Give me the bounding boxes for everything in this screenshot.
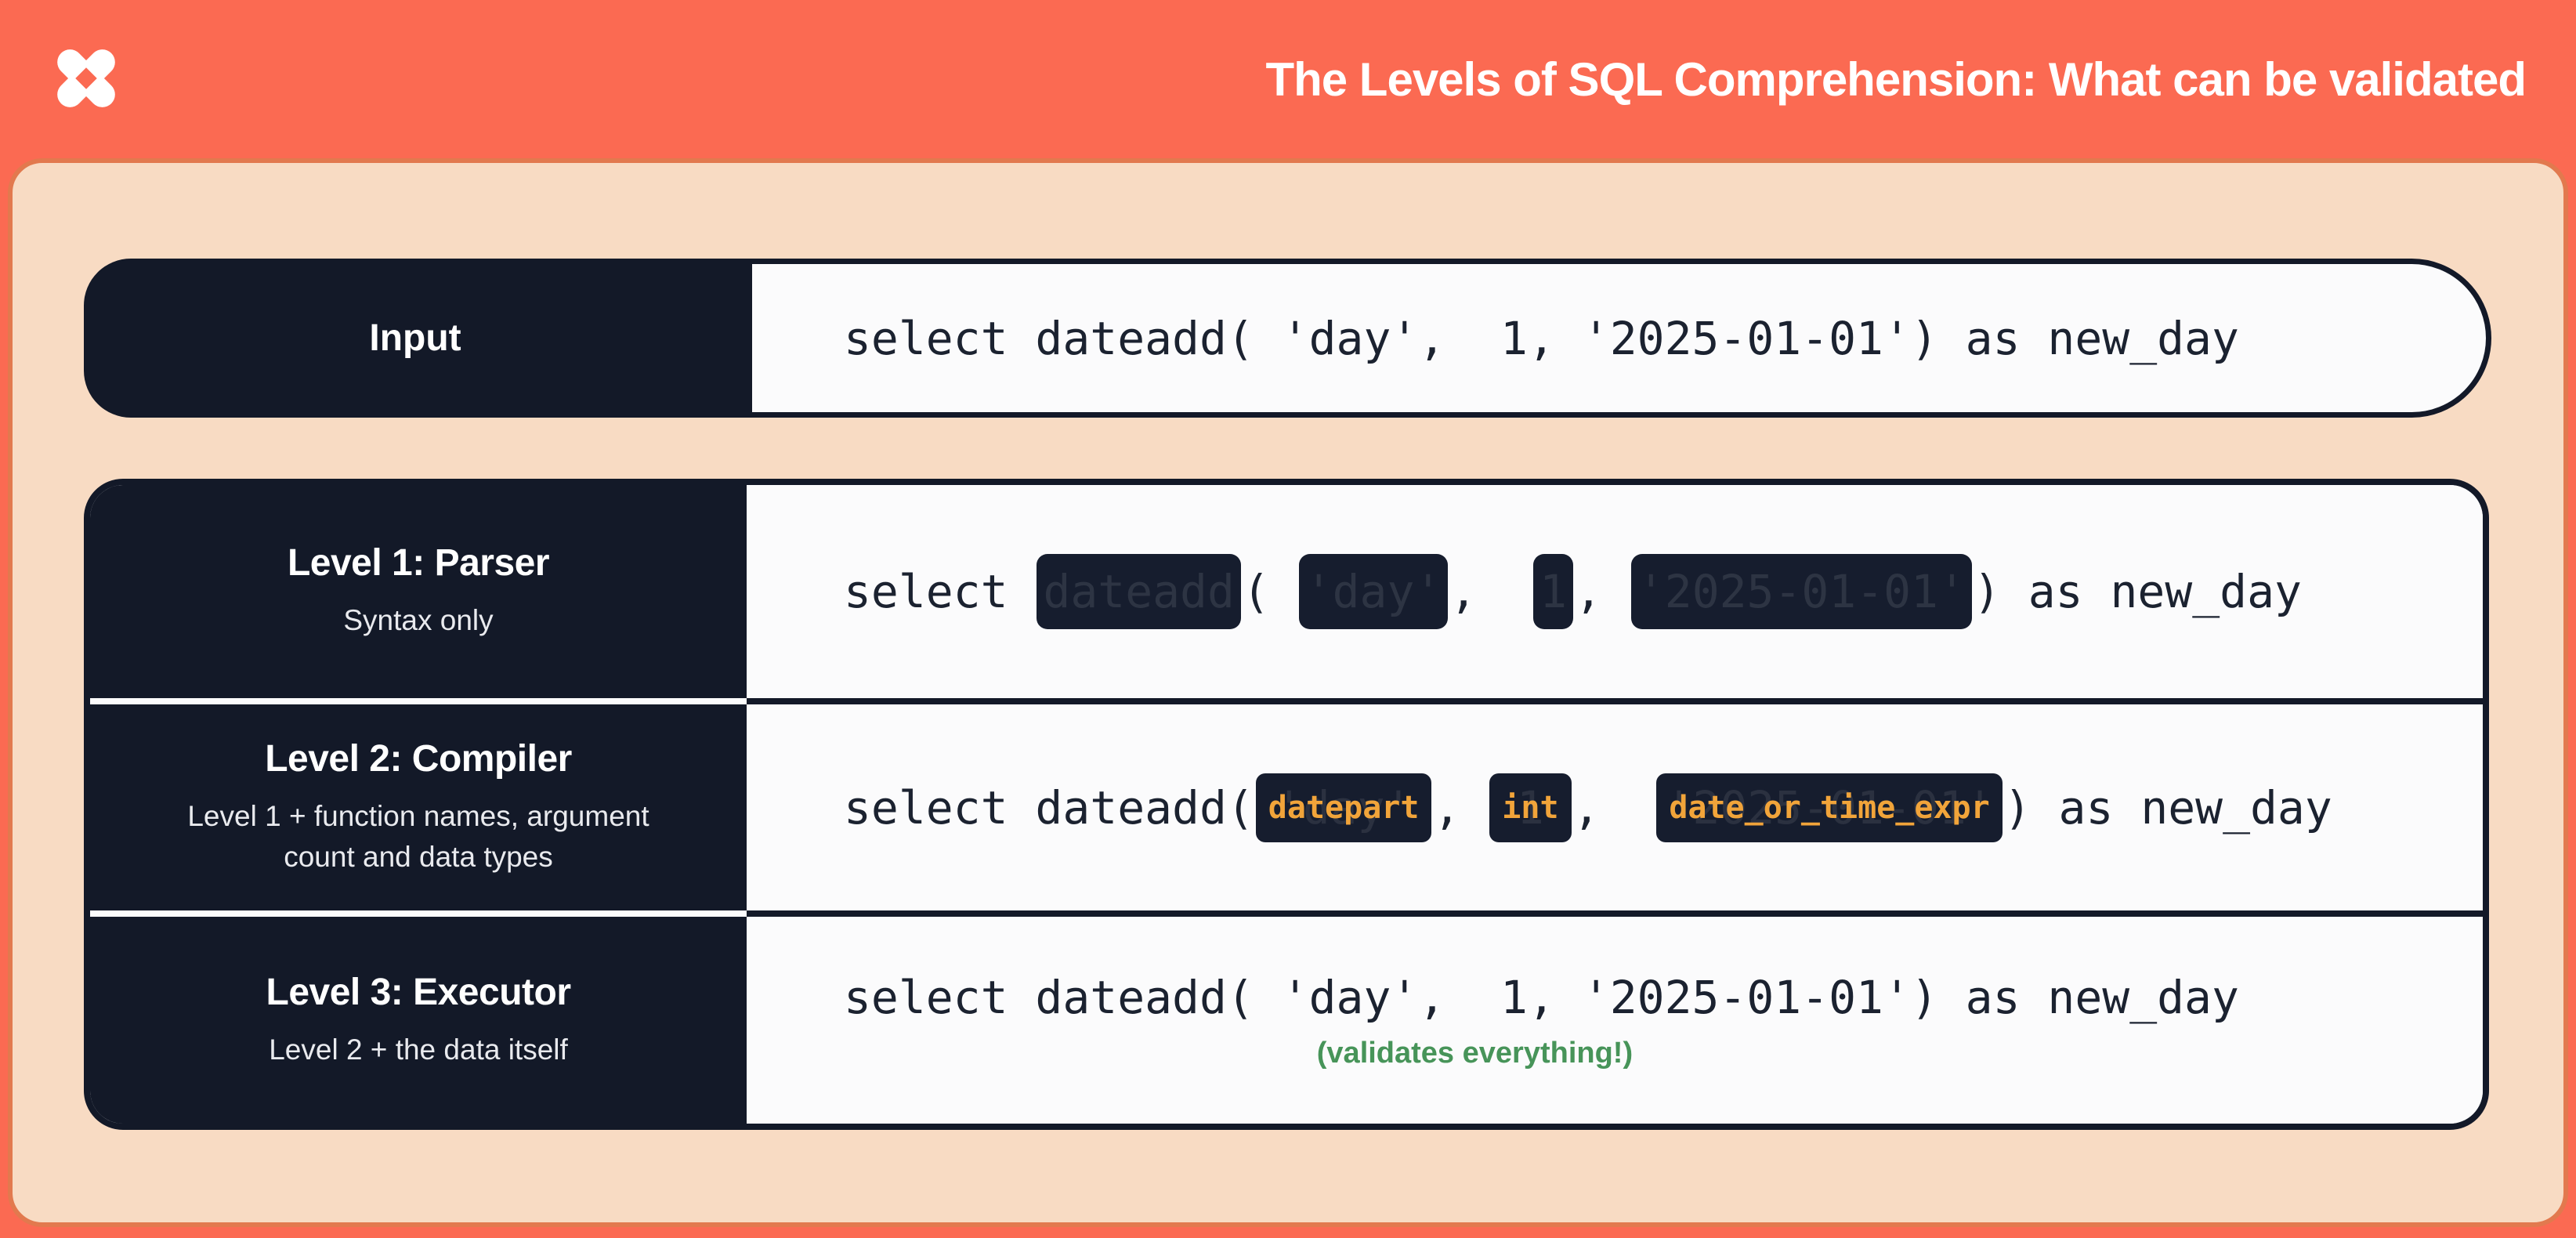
token-label: int: [1502, 789, 1559, 826]
ghost-text: dateadd: [1043, 564, 1235, 618]
code-text: ,: [1433, 780, 1489, 834]
row-label-cell: Level 1: Parser Syntax only: [90, 485, 747, 698]
ghost-text: 1: [1516, 780, 1544, 834]
level-title: Level 1: Parser: [287, 542, 550, 585]
ghost-text: '2025-01-01': [1637, 564, 1966, 618]
row-label-cell: Level 3: Executor Level 2 + the data its…: [90, 910, 747, 1124]
table-row-level-2: Level 2: Compiler Level 1 + function nam…: [90, 697, 2483, 911]
code-text: ) as new_day: [1973, 564, 2302, 618]
code-line-level-2: select dateadd('day' datepart, 1 int, '202…: [844, 773, 2332, 842]
dbt-logo-icon: [57, 49, 115, 107]
validation-note: (validates everything!): [1316, 1036, 1634, 1070]
redacted-token: 'day': [1298, 553, 1449, 629]
row-content-cell: select dateadd( 'day', 1, '2025-01-01') …: [747, 485, 2483, 698]
levels-table: Level 1: Parser Syntax only select datea…: [84, 479, 2489, 1130]
row-label-cell: Level 2: Compiler Level 1 + function nam…: [90, 697, 747, 911]
level-subtitle: Syntax only: [343, 604, 494, 637]
app-header: The Levels of SQL Comprehension: What ca…: [0, 0, 2576, 158]
redacted-token: dateadd: [1037, 553, 1241, 629]
table-row-level-3: Level 3: Executor Level 2 + the data its…: [90, 910, 2483, 1124]
content-panel: Input select dateadd( 'day', 1, '2025-01…: [8, 158, 2568, 1227]
ghost-text: 'day': [1304, 564, 1442, 618]
table-row-level-1: Level 1: Parser Syntax only select datea…: [90, 485, 2483, 698]
level-title: Level 2: Compiler: [265, 738, 572, 780]
code-text: ,: [1449, 564, 1532, 618]
row-content-cell: select dateadd( 'day', 1, '2025-01-01') …: [747, 910, 2483, 1124]
level-title: Level 3: Executor: [266, 971, 572, 1013]
code-text: ,: [1575, 564, 1630, 618]
input-label: Input: [84, 259, 747, 418]
page-title: The Levels of SQL Comprehension: What ca…: [1265, 52, 2527, 106]
code-text: select: [844, 564, 1036, 618]
level-subtitle: Level 2 + the data itself: [269, 1033, 568, 1066]
redacted-token: 1: [1533, 553, 1574, 629]
code-text: (: [1242, 564, 1297, 618]
code-text: ,: [1572, 780, 1655, 834]
code-wrap: select dateadd( 'day', 1, '2025-01-01') …: [844, 971, 2239, 1070]
input-code-line: select dateadd( 'day', 1, '2025-01-01') …: [844, 311, 2239, 365]
input-row: Input select dateadd( 'day', 1, '2025-01…: [84, 259, 2491, 418]
code-text: ) as new_day: [2003, 780, 2332, 834]
input-code-area: select dateadd( 'day', 1, '2025-01-01') …: [747, 259, 2491, 418]
code-text: select dateadd( 'day', 1, '2025-01-01') …: [844, 970, 2239, 1024]
type-token: 1 int: [1489, 773, 1572, 842]
ghost-text: 'day': [1275, 780, 1413, 834]
ghost-text: '2025-01-01': [1665, 780, 1994, 834]
code-line-level-3: select dateadd( 'day', 1, '2025-01-01') …: [844, 971, 2239, 1024]
ghost-text: 1: [1539, 564, 1568, 618]
code-line-level-1: select dateadd( 'day', 1, '2025-01-01') …: [844, 553, 2302, 629]
type-token: 'day' datepart: [1255, 773, 1432, 842]
code-text: select dateadd(: [844, 780, 1254, 834]
level-subtitle: Level 1 + function names, argument count…: [187, 800, 649, 873]
type-token: '2025-01-01' date_or_time_expr: [1656, 773, 2003, 842]
token-label: datepart: [1268, 789, 1420, 826]
redacted-token: '2025-01-01': [1630, 553, 1972, 629]
row-content-cell: select dateadd('day' datepart, 1 int, '202…: [747, 697, 2483, 911]
token-label: date_or_time_expr: [1669, 789, 1990, 826]
